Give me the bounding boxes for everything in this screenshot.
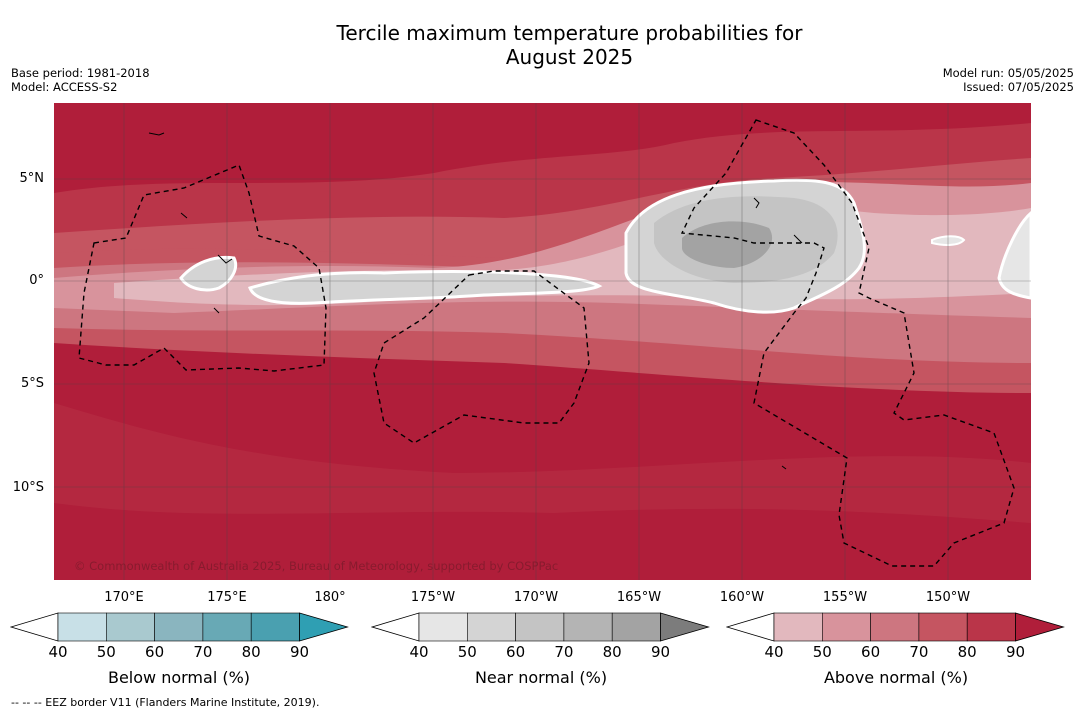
meta-left: Base period: 1981-2018 Model: ACCESS-S2 [11,66,150,94]
near-segment-2 [467,612,516,642]
map-area [54,103,1031,580]
near-extend-low [371,612,420,642]
title-line-1: Tercile maximum temperature probabilitie… [336,21,803,45]
lat-label-5s: 5°S [20,376,44,391]
map-svg [54,103,1031,580]
issued-date: Issued: 07/05/2025 [963,80,1074,94]
lon-label-175w: 175°W [410,590,456,605]
meta-right: Model run: 05/05/2025 Issued: 07/05/2025 [943,66,1074,94]
map-title: Tercile maximum temperature probabilitie… [0,21,1085,69]
near-normal-strip [248,270,603,305]
lon-label-170e: 170°E [104,590,144,605]
below-tick-90: 90 [289,643,310,661]
above-extend-high [1015,612,1065,642]
near-tick-90: 90 [650,643,671,661]
below-segment-4 [202,612,252,642]
above-tick-50: 50 [812,643,832,661]
eez-footnote: -- -- -- EEZ border V11 (Flanders Marine… [11,696,320,709]
near-extend-high [660,612,710,642]
lon-label-150w: 150°W [925,590,971,605]
colorbar-near-normal [371,612,710,642]
lon-label-180: 180° [314,590,346,605]
islands [148,132,803,470]
lon-label-165w: 165°W [616,590,662,605]
eez-kiribati-gilberts [78,164,327,372]
near-tick-80: 80 [602,643,622,661]
below-extend-low [10,612,59,642]
below-tick-50: 50 [96,643,116,661]
above-extend-low [726,612,775,642]
above-tick-40: 40 [764,643,784,661]
colorbar-above-normal [726,612,1065,642]
model-run: Model run: 05/05/2025 [942,66,1074,80]
below-segment-3 [154,612,204,642]
colorbar-below-normal [10,612,349,642]
lon-label-155w: 155°W [822,590,868,605]
below-tick-60: 60 [145,643,165,661]
near-tick-50: 50 [457,643,477,661]
above-segment-3 [870,612,920,642]
below-tick-80: 80 [241,643,261,661]
below-tick-40: 40 [48,643,68,661]
lon-label-160w: 160°W [719,590,765,605]
lon-label-170w: 170°W [513,590,559,605]
below-segment-5 [250,612,300,642]
lon-label-175e: 175°E [207,590,247,605]
above-tick-60: 60 [861,643,881,661]
eez-kiribati-line [680,119,1015,567]
above-tick-80: 80 [957,643,977,661]
above-segment-1 [773,612,823,642]
above-tick-90: 90 [1005,643,1026,661]
near-normal-east-dark [682,221,773,268]
colorbar-title-below: Below normal (%) [107,668,251,687]
lat-label-5n: 5°N [19,171,45,186]
above-segment-4 [918,612,968,642]
near-normal-far-east [997,211,1031,300]
near-segment-5 [611,612,661,642]
below-segment-1 [57,612,107,642]
near-tick-60: 60 [506,643,526,661]
model-name: Model: ACCESS-S2 [11,80,118,94]
above-segment-2 [822,612,871,642]
near-tick-40: 40 [409,643,429,661]
colorbar-title-near: Near normal (%) [474,668,608,687]
near-segment-1 [418,612,468,642]
colorbar-title-above: Above normal (%) [823,668,969,687]
near-normal-west [179,255,238,292]
below-segment-2 [106,612,155,642]
above-tick-70: 70 [909,643,929,661]
above-segment-5 [966,612,1016,642]
near-segment-3 [515,612,565,642]
below-extend-high [299,612,349,642]
lat-label-10s: 10°S [12,480,44,495]
lat-label-0: 0° [29,273,44,288]
near-tick-70: 70 [554,643,574,661]
below-tick-70: 70 [193,643,213,661]
copyright-notice: © Commonwealth of Australia 2025, Bureau… [74,559,559,573]
title-line-2: August 2025 [505,45,634,69]
band-south-70 [54,403,1031,523]
base-period: Base period: 1981-2018 [11,66,150,80]
near-segment-4 [563,612,613,642]
graticule [54,103,1031,580]
eez-borders [78,119,1015,567]
